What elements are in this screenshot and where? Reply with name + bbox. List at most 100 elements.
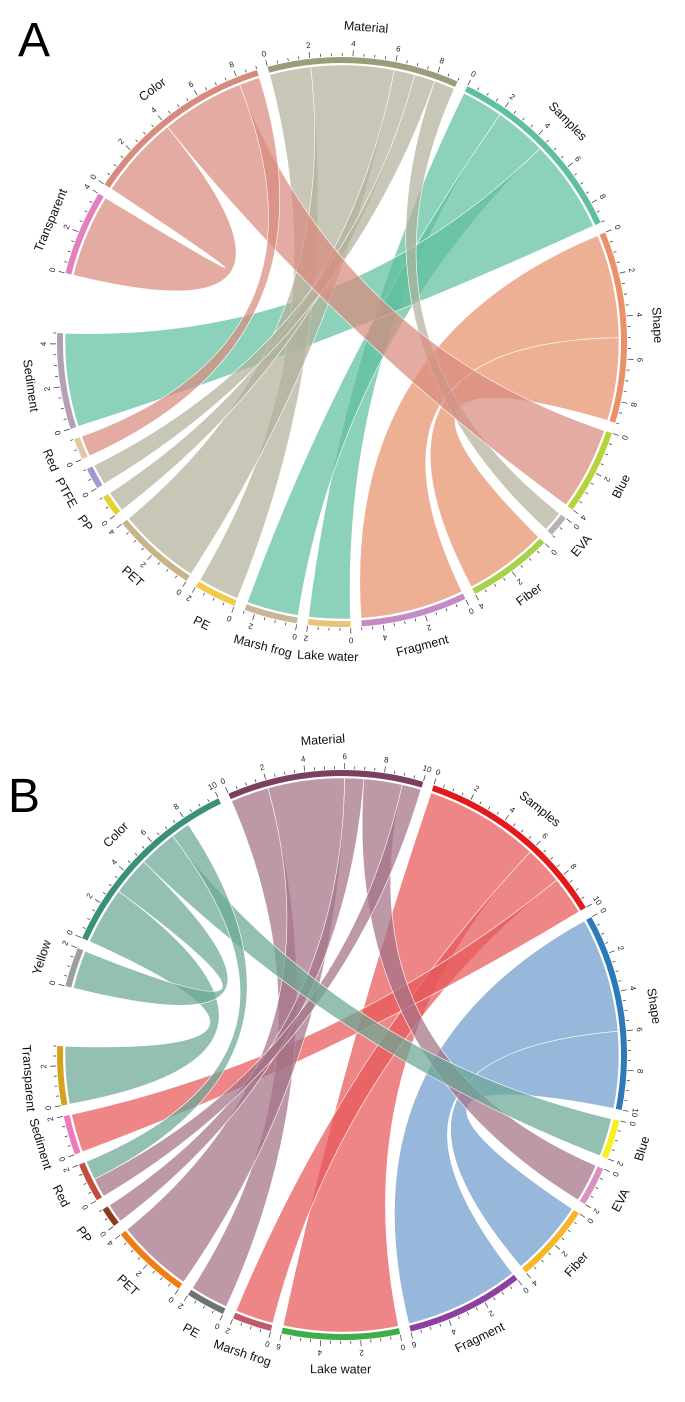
tick-mark xyxy=(448,1320,452,1326)
tick-mark xyxy=(467,1311,469,1315)
tick-mark xyxy=(393,623,395,627)
tick-mark xyxy=(151,124,154,128)
tick-mark xyxy=(194,1300,197,1304)
tick-mark xyxy=(399,1334,402,1341)
sector-band xyxy=(281,1327,401,1340)
tick-mark xyxy=(619,412,623,414)
tick-mark xyxy=(616,422,620,425)
tick-mark xyxy=(54,1105,61,1108)
sector-band xyxy=(63,1115,81,1155)
sector-band xyxy=(522,1210,579,1273)
tick-mark xyxy=(536,550,540,554)
tick-label: 8 xyxy=(629,402,639,409)
tick-mark xyxy=(75,459,82,463)
tick-mark xyxy=(596,210,600,213)
tick-label: 0 xyxy=(612,224,622,232)
tick-mark xyxy=(242,610,245,614)
tick-mark xyxy=(90,1200,97,1205)
tick-mark xyxy=(406,60,408,64)
sector-band xyxy=(579,1166,604,1205)
tick-mark xyxy=(619,271,626,274)
tick-label: 2 xyxy=(627,267,637,274)
tick-mark xyxy=(566,518,572,523)
sector-band xyxy=(267,57,458,87)
tick-mark xyxy=(245,782,247,786)
tick-label: 4 xyxy=(105,1238,115,1248)
sector-label-blue: Blue xyxy=(609,472,633,501)
tick-mark xyxy=(520,564,524,568)
tick-mark xyxy=(174,1289,179,1295)
tick-mark xyxy=(183,1295,188,1301)
sector-label-blue: Blue xyxy=(632,1135,653,1163)
tick-label: 0 xyxy=(225,613,233,623)
chord-link-color-yellow xyxy=(72,861,229,1006)
tick-mark xyxy=(504,815,509,821)
tick-mark xyxy=(219,1314,223,1321)
sector-band xyxy=(78,1162,102,1201)
tick-label: 2 xyxy=(425,622,432,632)
tick-mark xyxy=(62,1125,66,1128)
tick-mark xyxy=(58,984,65,987)
tick-mark xyxy=(240,1322,243,1326)
sector-band xyxy=(586,917,628,1110)
tick-mark xyxy=(601,932,605,935)
sector-band xyxy=(567,431,613,510)
tick-mark xyxy=(70,955,74,958)
tick-mark xyxy=(71,240,75,243)
tick-mark xyxy=(157,115,163,121)
tick-mark xyxy=(410,1332,413,1339)
tick-label: 4 xyxy=(317,1348,323,1357)
tick-mark xyxy=(586,903,593,908)
tick-mark xyxy=(552,535,556,538)
tick-mark xyxy=(437,66,441,73)
tick-mark xyxy=(484,1302,489,1309)
sector-label-marsh-frog: Marsh frog xyxy=(212,1337,273,1369)
tick-label: 4 xyxy=(39,341,48,346)
tick-label: 0 xyxy=(80,490,90,499)
tick-label: 2 xyxy=(224,1325,232,1335)
tick-mark xyxy=(99,497,103,500)
tick-mark xyxy=(172,820,176,824)
tick-mark xyxy=(68,1154,75,1158)
tick-mark xyxy=(413,775,416,779)
chord-links xyxy=(64,64,620,620)
tick-label: 2 xyxy=(138,559,148,569)
tick-mark xyxy=(114,875,118,879)
tick-mark xyxy=(475,594,479,601)
tick-mark xyxy=(541,1259,544,1263)
chord-link-samples-sediment xyxy=(71,879,580,1153)
tick-mark xyxy=(107,172,111,176)
tick-mark xyxy=(573,509,579,515)
tick-mark xyxy=(67,250,71,253)
sector-band xyxy=(195,581,237,606)
tick-mark xyxy=(113,164,117,167)
tick-label: 0 xyxy=(521,1285,530,1295)
tick-mark xyxy=(142,1264,148,1270)
tick-mark xyxy=(130,1250,134,1253)
tick-mark xyxy=(403,772,406,776)
tick-label: 0 xyxy=(43,1104,53,1111)
tick-label: 2 xyxy=(515,577,524,587)
tick-label: 2 xyxy=(615,1160,625,1168)
tick-mark xyxy=(211,1310,214,1314)
tick-mark xyxy=(141,547,144,551)
tick-mark xyxy=(626,1029,633,1031)
tick-mark xyxy=(295,624,297,631)
tick-mark xyxy=(416,63,419,67)
tick-label: 4 xyxy=(477,601,486,611)
tick-mark xyxy=(215,791,219,798)
tick-mark xyxy=(64,1135,68,1138)
tick-mark xyxy=(231,606,235,613)
tick-mark xyxy=(612,960,616,963)
tick-mark xyxy=(530,124,534,128)
tick-label: 0 xyxy=(48,266,58,273)
tick-label: 0 xyxy=(65,928,75,936)
tick-mark xyxy=(224,77,227,81)
tick-mark xyxy=(118,866,124,871)
sector-label-fragment: Fragment xyxy=(395,632,451,659)
tick-mark xyxy=(567,162,573,167)
tick-mark xyxy=(143,131,146,135)
